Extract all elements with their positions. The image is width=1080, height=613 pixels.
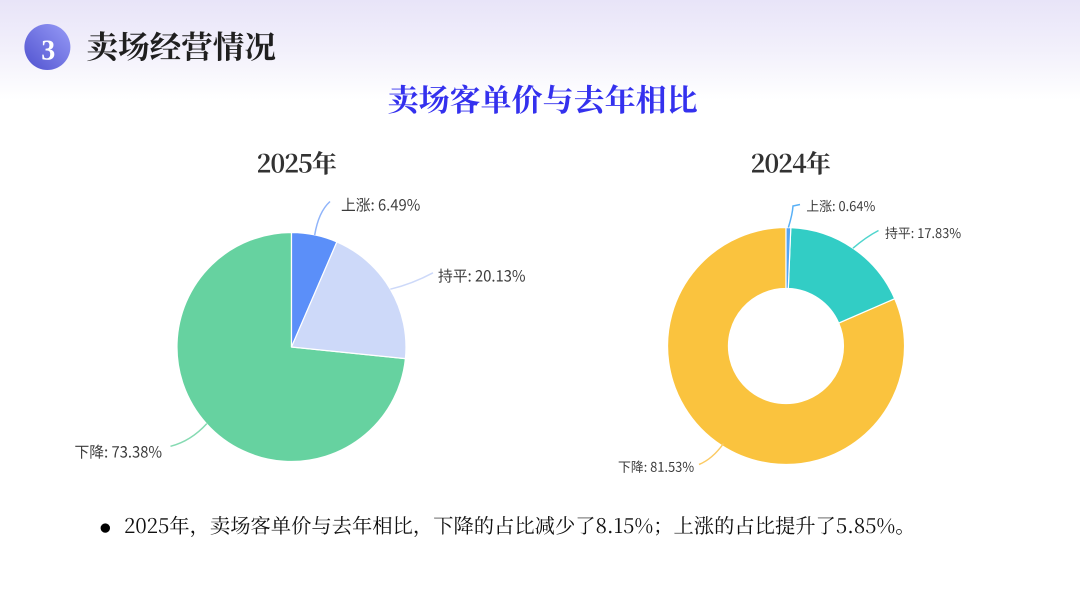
svg-text:3: 3	[41, 35, 55, 66]
